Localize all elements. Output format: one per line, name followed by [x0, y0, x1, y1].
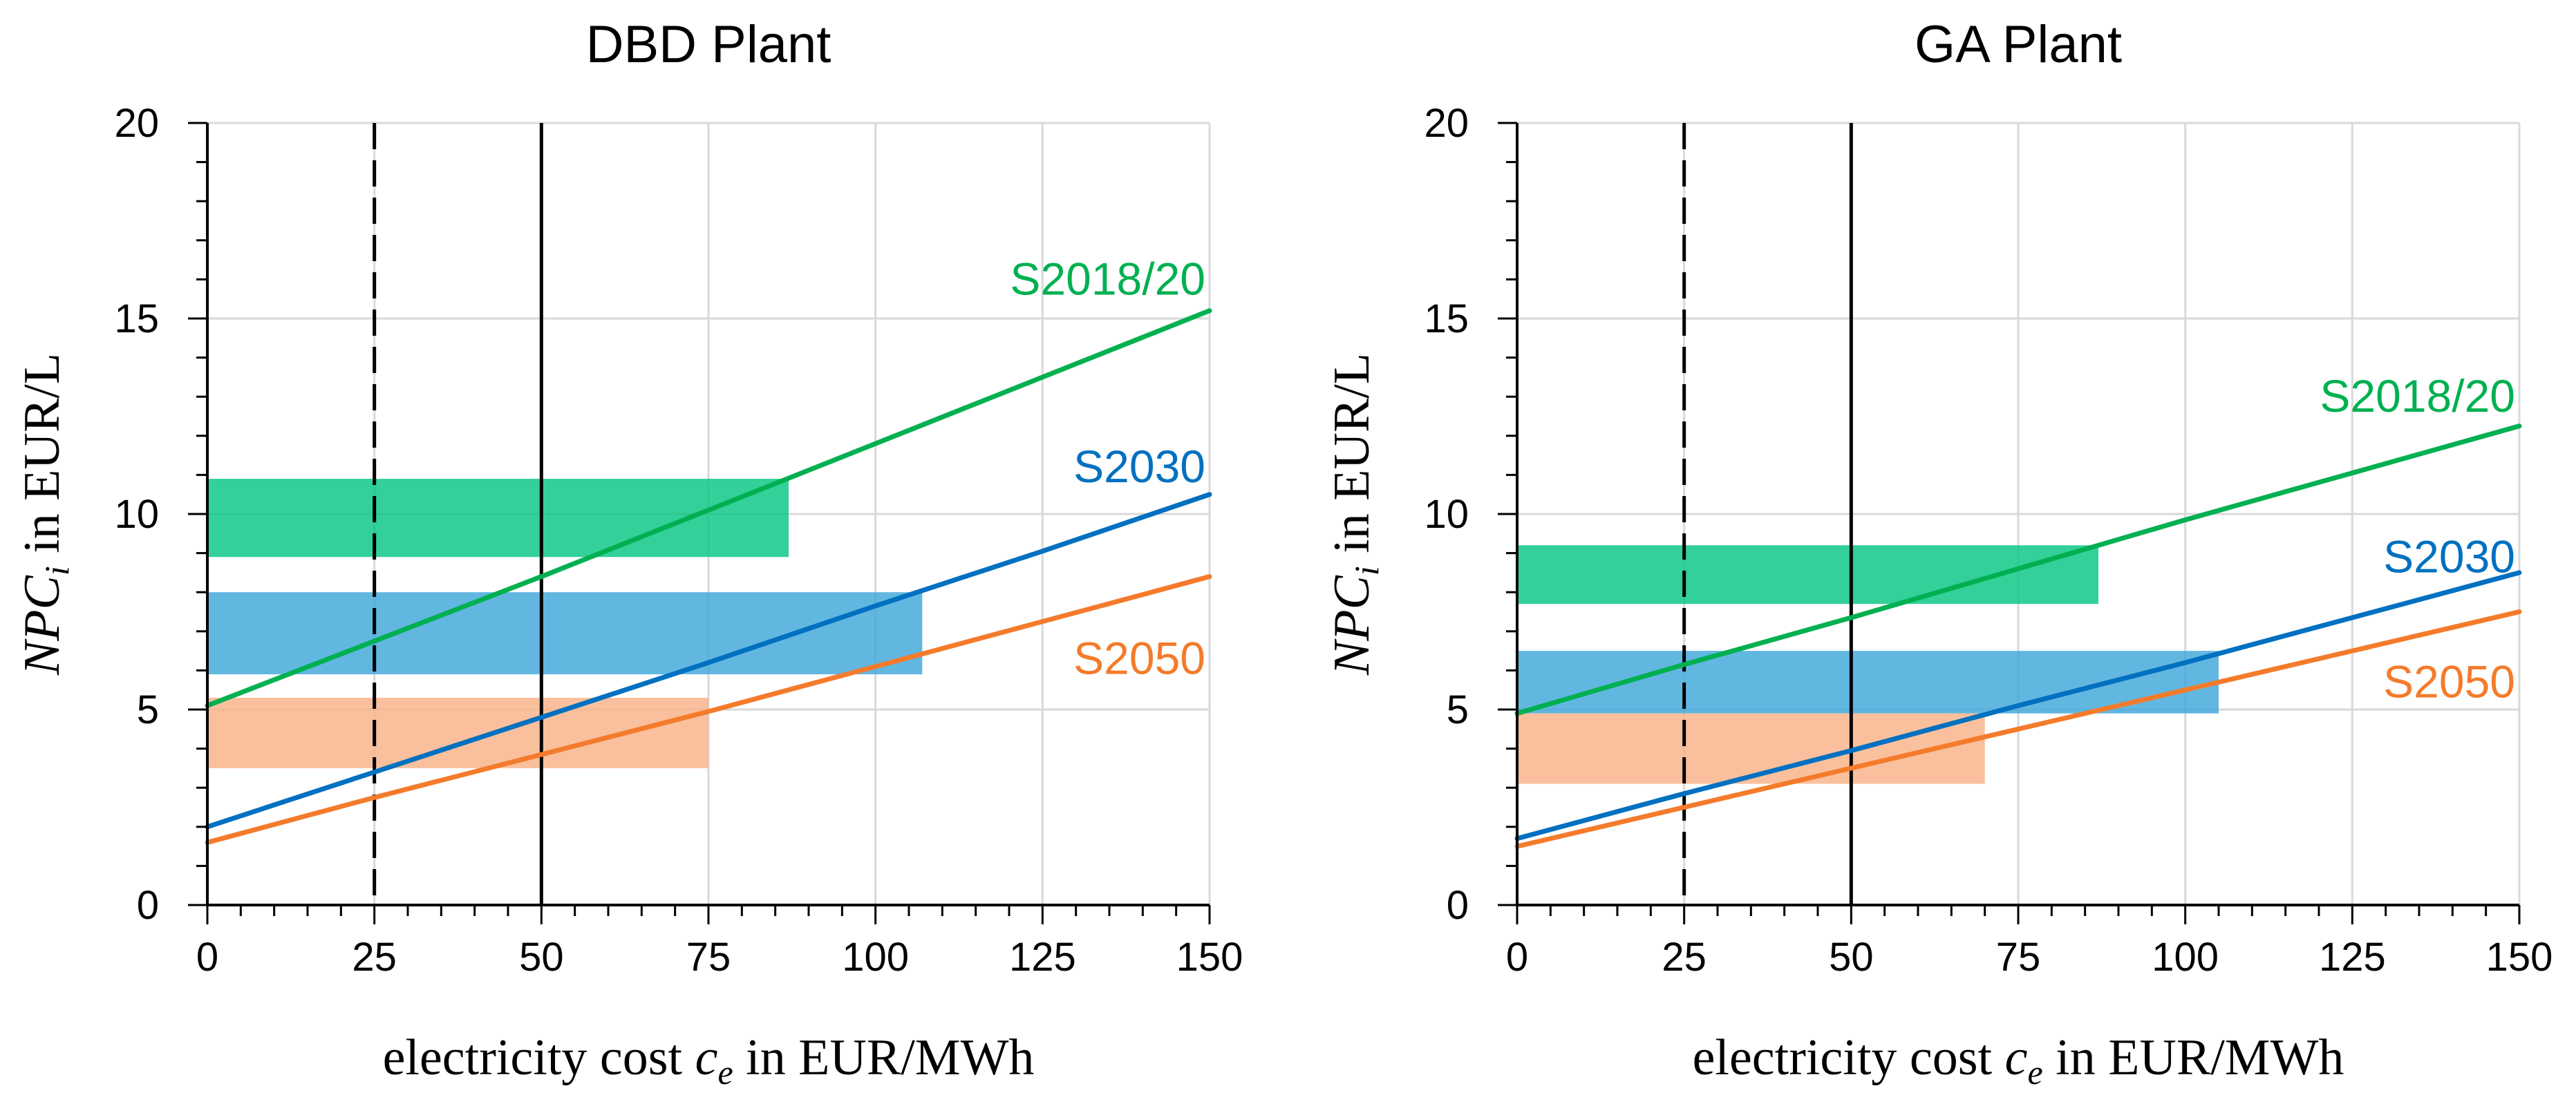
y-tick-label: 5 — [1447, 687, 1469, 732]
series-label-0: S2018/20 — [1010, 253, 1205, 304]
series-line-0 — [1514, 423, 2522, 716]
x-tick-label: 25 — [352, 935, 397, 980]
y-axis-label-suffix: in EUR/L — [14, 353, 70, 566]
x-tick-label: 150 — [1176, 935, 1243, 980]
y-axis-label-suffix: in EUR/L — [1324, 353, 1380, 566]
series-label-1: S2030 — [1073, 441, 1205, 492]
y-axis-label: NPCi in EUR/L — [14, 353, 76, 676]
y-tick-label: 0 — [137, 883, 159, 928]
series-line-2 — [205, 574, 1212, 845]
x-tick-label: 50 — [519, 935, 564, 980]
band-0 — [1517, 545, 2098, 605]
x-tick-label: 125 — [1009, 935, 1076, 980]
x-axis-label: electricity cost ce in EUR/MWh — [383, 1029, 1035, 1092]
y-tick-label: 20 — [114, 101, 159, 146]
series-label-2: S2050 — [2383, 656, 2515, 707]
y-tick-label: 20 — [1424, 101, 1469, 146]
series-line-2 — [1514, 609, 2522, 849]
x-tick-label: 150 — [2486, 935, 2553, 980]
y-tick-label: 10 — [114, 492, 159, 537]
y-axis-label-subscript: i — [37, 566, 76, 575]
chart-title: DBD Plant — [586, 15, 831, 74]
x-tick-label: 75 — [1996, 935, 2041, 980]
x-axis-label-subscript: e — [717, 1053, 733, 1092]
series-label-2: S2050 — [1073, 632, 1205, 683]
y-tick-label: 0 — [1447, 883, 1469, 928]
band-2 — [1517, 713, 1985, 784]
band-0 — [207, 479, 789, 558]
x-axis-label-subscript: e — [2027, 1053, 2042, 1092]
x-tick-label: 75 — [686, 935, 731, 980]
x-axis-label-variable: c — [695, 1029, 718, 1086]
series-line-0 — [205, 308, 1212, 708]
y-axis-label: NPCi in EUR/L — [1324, 353, 1386, 676]
y-axis-label-variable: NPC — [14, 575, 70, 676]
y-axis-label-subscript: i — [1347, 566, 1386, 575]
x-axis-label-suffix: in EUR/MWh — [2043, 1029, 2344, 1086]
series-line-1 — [1514, 570, 2522, 841]
x-tick-label: 100 — [842, 935, 909, 980]
y-axis-label-variable: NPC — [1324, 575, 1380, 676]
chart-dbd-plant: 0 25 50 75 100 125 150 0 5 10 15 20 DBD Plant electri… — [14, 15, 1243, 1092]
x-axis-label: electricity cost ce in EUR/MWh — [1693, 1029, 2344, 1092]
x-axis-label-prefix: electricity cost — [1693, 1029, 2005, 1086]
y-tick-label: 15 — [1424, 296, 1469, 341]
series-label-0: S2018/20 — [2320, 370, 2515, 421]
x-axis-label-prefix: electricity cost — [383, 1029, 695, 1086]
x-tick-label: 100 — [2152, 935, 2219, 980]
x-axis-label-suffix: in EUR/MWh — [733, 1029, 1035, 1086]
x-tick-label: 50 — [1829, 935, 1874, 980]
x-tick-label: 0 — [196, 935, 218, 980]
x-tick-label: 25 — [1662, 935, 1707, 980]
y-tick-label: 5 — [137, 687, 159, 732]
x-tick-label: 0 — [1506, 935, 1528, 980]
series-line-1 — [205, 492, 1212, 830]
series-label-1: S2030 — [2383, 531, 2515, 582]
y-tick-label: 10 — [1424, 492, 1469, 537]
chart-title: GA Plant — [1915, 15, 2122, 74]
y-tick-label: 15 — [114, 296, 159, 341]
x-tick-label: 125 — [2319, 935, 2386, 980]
chart-ga-plant: 0 25 50 75 100 125 150 0 5 10 15 20 GA Plant electric… — [1324, 15, 2553, 1092]
x-axis-label-variable: c — [2005, 1029, 2028, 1086]
